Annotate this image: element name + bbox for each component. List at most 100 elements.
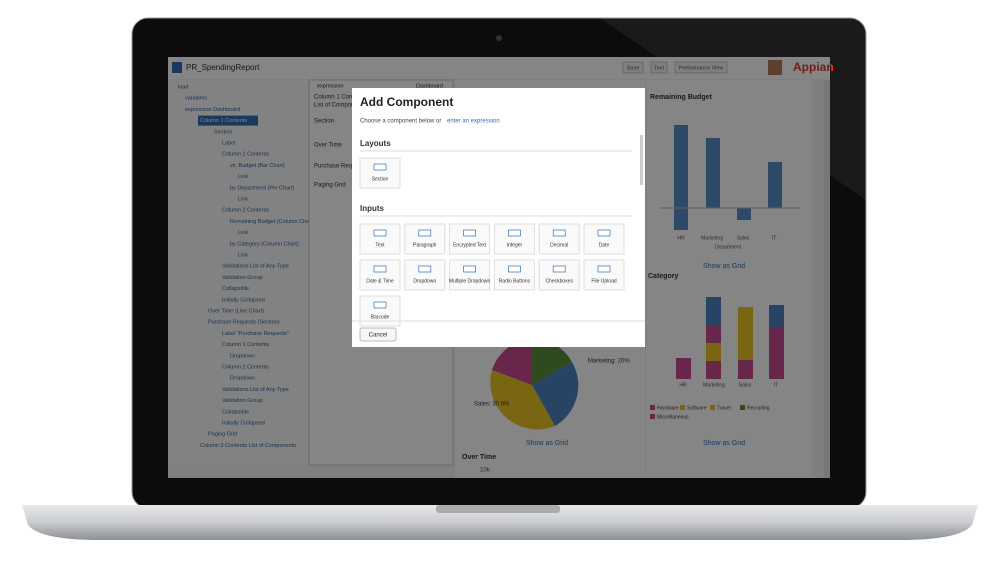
avatar: [768, 60, 782, 75]
tree-item[interactable]: Validation Group: [222, 275, 263, 281]
toolbar-button[interactable]: [674, 61, 728, 74]
component-icon: [597, 229, 611, 237]
tree-item[interactable]: by Department (Pie Chart): [230, 185, 294, 191]
component-tile[interactable]: [359, 223, 401, 255]
component-tile[interactable]: [449, 259, 491, 291]
show-grid-link[interactable]: Show as Grid: [703, 263, 745, 270]
component-label[interactable]: Dropdown: [413, 278, 436, 284]
component-tile[interactable]: [449, 223, 491, 255]
pie-slice: [490, 370, 555, 430]
tree-item[interactable]: Initially Collapsed: [222, 297, 265, 303]
component-tile[interactable]: [404, 223, 446, 255]
component-label[interactable]: Encrypted Text: [453, 242, 487, 248]
toolbar-label[interactable]: Save: [627, 65, 640, 71]
bar-segment: [769, 305, 784, 327]
tree-item[interactable]: Validations List of Any Type: [222, 264, 289, 270]
tree-item[interactable]: Column 2 Contents List of Components: [200, 443, 296, 449]
component-label[interactable]: Paragraph: [413, 242, 437, 248]
legend-swatch: [680, 405, 685, 410]
tree-item[interactable]: Column 1 Contents: [222, 152, 269, 158]
tree-item[interactable]: Link: [238, 196, 248, 202]
tree-item[interactable]: by Category (Column Chart): [230, 241, 299, 247]
tree-item[interactable]: Collapsible: [222, 286, 249, 292]
component-label[interactable]: Multiple Dropdown: [449, 278, 491, 284]
tree-item[interactable]: Dropdown: [230, 376, 255, 382]
tree-item[interactable]: Section: [214, 129, 232, 135]
x-tick-label: Sales: [739, 382, 752, 388]
legend-swatch: [710, 405, 715, 410]
middle-item[interactable]: Purchase Requests: [314, 164, 366, 170]
legend-swatch: [650, 414, 655, 419]
component-label[interactable]: Radio Buttons: [499, 278, 531, 284]
component-tile[interactable]: [538, 259, 580, 291]
component-icon: [508, 265, 521, 273]
component-label[interactable]: Integer: [507, 242, 523, 248]
cancel-label[interactable]: Cancel: [369, 333, 388, 339]
component-tile[interactable]: [538, 223, 580, 255]
tree-item[interactable]: Remaining Budget (Column Chart): [230, 219, 315, 225]
tree-item[interactable]: vs. Budget (Bar Chart): [230, 163, 285, 169]
toolbar-label[interactable]: Text: [654, 65, 665, 71]
component-label[interactable]: Checkboxes: [545, 278, 573, 284]
component-tile[interactable]: [359, 259, 401, 291]
expression-link[interactable]: enter an expression: [447, 119, 500, 125]
middle-item[interactable]: Section: [314, 119, 334, 125]
tree-item[interactable]: Over Time (Line Chart): [208, 308, 264, 314]
tree-item[interactable]: Link: [238, 230, 248, 236]
component-label[interactable]: Text: [375, 242, 385, 248]
right-panel: [646, 80, 812, 478]
x-tick-label: Marketing: [701, 235, 723, 241]
component-tile[interactable]: [583, 223, 625, 255]
component-tile[interactable]: [493, 223, 535, 255]
tree-item[interactable]: Column 1 Contents: [200, 118, 247, 124]
tree-item[interactable]: Validations List of Any Type: [222, 387, 289, 393]
middle-item[interactable]: Paging Grid: [314, 183, 346, 189]
show-grid-link[interactable]: Show as Grid: [526, 440, 568, 447]
tree-item[interactable]: Link: [238, 174, 248, 180]
tree-item[interactable]: load: [178, 84, 188, 90]
component-icon: [418, 229, 432, 237]
show-grid-link[interactable]: Show as Grid: [703, 440, 745, 447]
component-label[interactable]: Section: [372, 176, 389, 182]
tree-item[interactable]: variables: [185, 96, 207, 102]
tree-item[interactable]: Collapsible: [222, 409, 249, 415]
tree-item[interactable]: Initially Collapsed: [222, 420, 265, 426]
middle-item[interactable]: Column 1 Contents: [314, 95, 365, 101]
component-label[interactable]: Date & Time: [366, 278, 394, 284]
tree-item[interactable]: Dropdown: [230, 353, 255, 359]
tree-item[interactable]: Column 2 Contents: [222, 208, 269, 214]
component-tile[interactable]: [359, 157, 401, 189]
app-title: PR_SpendingReport: [186, 63, 260, 72]
tree-item[interactable]: Label "Purchase Requests": [222, 331, 289, 337]
component-label[interactable]: Barcode: [371, 314, 390, 320]
tree-item[interactable]: Validation Group: [222, 398, 263, 404]
over-time-title: Over Time: [462, 454, 496, 461]
toolbar-button[interactable]: [622, 61, 644, 74]
cancel-button[interactable]: [359, 327, 397, 342]
component-tile[interactable]: [583, 259, 625, 291]
pie-label: Marketing: 20%: [588, 359, 630, 365]
tree-item[interactable]: Column 1 Contents: [222, 342, 269, 348]
component-label[interactable]: Date: [599, 242, 610, 248]
component-tile[interactable]: [404, 259, 446, 291]
component-tile[interactable]: [493, 259, 535, 291]
bar-segment: [769, 327, 784, 379]
budget-title: Remaining Budget: [650, 94, 713, 101]
component-label[interactable]: Decimal: [550, 242, 568, 248]
tree-panel: [168, 80, 308, 465]
tree-item[interactable]: Link: [238, 252, 248, 258]
tree-item[interactable]: Paging Grid: [208, 432, 237, 438]
toolbar-button[interactable]: [650, 61, 668, 74]
component-label[interactable]: File Upload: [591, 278, 617, 284]
tree-item[interactable]: Column 2 Contents: [222, 364, 269, 370]
dialog-scrollbar: [640, 135, 643, 185]
pie-slice: [532, 338, 572, 385]
middle-item[interactable]: Over Time: [314, 143, 342, 149]
tree-item[interactable]: Label: [222, 140, 235, 146]
legend-label: Hardware: [657, 405, 679, 411]
tree-item[interactable]: Purchase Requests (Section): [208, 320, 280, 326]
toolbar-label[interactable]: Performance View: [679, 65, 724, 71]
middle-item[interactable]: List of Components: [314, 103, 366, 109]
tree-item[interactable]: expression Dashboard: [185, 107, 240, 113]
